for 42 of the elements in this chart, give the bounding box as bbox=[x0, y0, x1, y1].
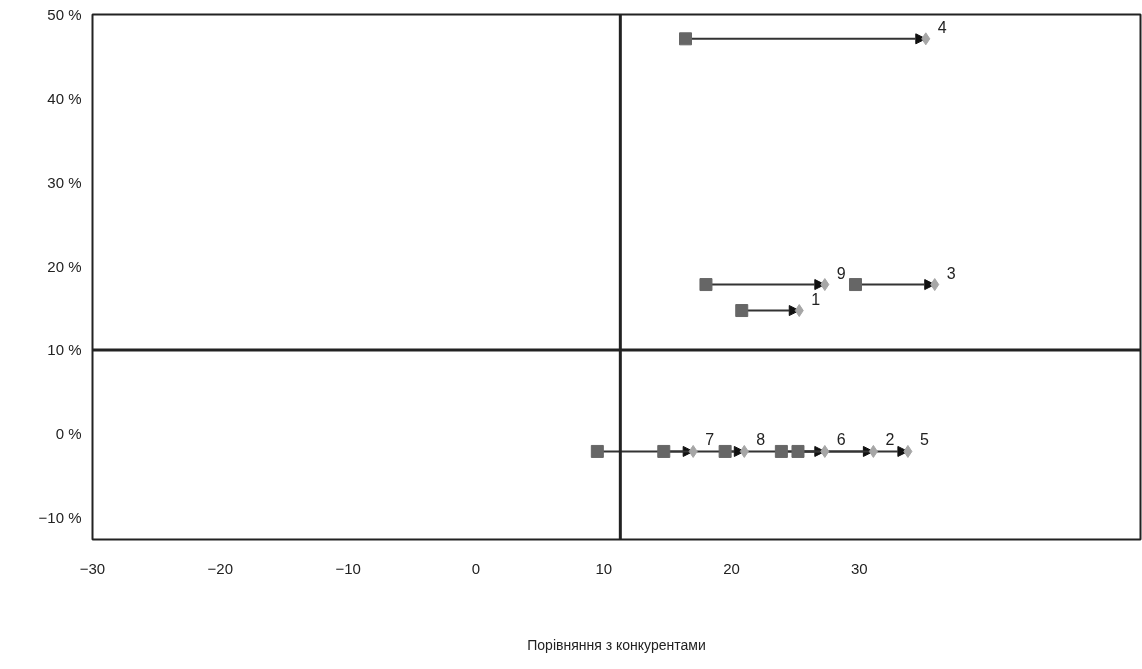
x-tick-label: 10 bbox=[595, 559, 613, 577]
annotation: 1 bbox=[811, 290, 821, 308]
y-tick-label: −10 % bbox=[38, 509, 82, 527]
x-axis-title: Порівняння з конкурентами bbox=[527, 636, 706, 653]
y-tick-label: 50 % bbox=[47, 6, 82, 23]
x-tick-label: 20 bbox=[723, 559, 740, 577]
point bbox=[657, 444, 671, 458]
annotation: 6 bbox=[836, 431, 846, 449]
y-tick-label: 30 % bbox=[47, 173, 82, 191]
annotation: 8 bbox=[756, 431, 766, 449]
point bbox=[688, 444, 698, 458]
point bbox=[794, 304, 804, 318]
annotation: 2 bbox=[885, 431, 895, 449]
point bbox=[735, 304, 749, 318]
y-tick-label: 40 % bbox=[47, 89, 82, 107]
point bbox=[679, 32, 693, 46]
point bbox=[849, 278, 862, 292]
x-tick-label: 30 bbox=[850, 559, 868, 577]
point bbox=[820, 278, 830, 292]
x-tick-label: 0 bbox=[471, 559, 481, 577]
point bbox=[718, 444, 732, 458]
x-tick-label: −10 bbox=[335, 559, 361, 577]
point bbox=[921, 32, 931, 46]
y-tick-label: 20 % bbox=[47, 257, 82, 275]
point bbox=[868, 444, 878, 458]
point bbox=[699, 278, 713, 292]
point bbox=[590, 444, 604, 458]
point bbox=[930, 278, 940, 292]
annotation: 5 bbox=[919, 431, 929, 449]
point bbox=[739, 444, 749, 458]
point bbox=[903, 444, 913, 458]
y-tick-label: 10 % bbox=[47, 341, 82, 359]
y-tick-label: 0 % bbox=[55, 425, 82, 443]
annotation: 3 bbox=[946, 264, 956, 282]
annotation: 4 bbox=[937, 18, 947, 36]
point bbox=[791, 444, 805, 458]
point bbox=[820, 444, 830, 458]
point bbox=[774, 444, 788, 458]
annotation: 7 bbox=[705, 431, 715, 449]
x-tick-label: −30 bbox=[79, 559, 106, 577]
annotation: 9 bbox=[836, 264, 846, 282]
x-tick-label: −20 bbox=[207, 559, 234, 577]
